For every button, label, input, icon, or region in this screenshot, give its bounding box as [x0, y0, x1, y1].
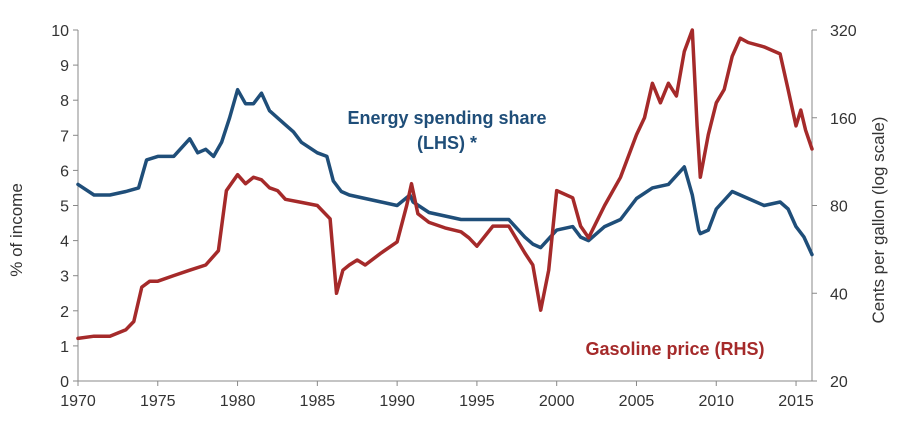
left-tick-label: 2	[60, 304, 69, 321]
x-tick-label: 1990	[379, 393, 415, 410]
left-tick-label: 4	[60, 234, 69, 251]
x-tick-label: 1995	[459, 393, 495, 410]
left-y-ticks: 0 1 2 3 4 5 6 7 8 9 10	[51, 23, 78, 391]
gasoline-series-label: Gasoline price (RHS)	[585, 339, 764, 359]
energy-series-label-line2: (LHS) *	[417, 133, 477, 153]
left-tick-label: 10	[51, 23, 69, 40]
x-tick-label: 1975	[140, 393, 176, 410]
energy-series-label-line1: Energy spending share	[347, 108, 546, 128]
gasoline-price-line	[76, 28, 814, 341]
left-tick-label: 1	[60, 339, 69, 356]
right-tick-label: 160	[830, 111, 857, 128]
x-tick-label: 1980	[220, 393, 256, 410]
left-tick-label: 5	[60, 199, 69, 216]
right-tick-label: 320	[830, 23, 857, 40]
left-tick-label: 0	[60, 374, 69, 391]
right-axis-title: Cents per gallon (log scale)	[869, 117, 888, 324]
x-tick-label: 1970	[60, 393, 96, 410]
left-y-axis: 0 1 2 3 4 5 6 7 8 9 10	[51, 23, 79, 391]
x-tick-label: 2015	[778, 393, 814, 410]
left-axis-title: % of income	[7, 183, 26, 277]
x-tick-label: 2005	[619, 393, 655, 410]
x-tick-label: 1985	[300, 393, 336, 410]
left-tick-label: 6	[60, 163, 69, 180]
left-tick-label: 7	[60, 128, 69, 145]
right-y-ticks: 20 40 80 160 320	[812, 23, 857, 391]
right-y-axis: 20 40 80 160 320	[811, 23, 857, 391]
x-tick-label: 2000	[539, 393, 575, 410]
left-tick-label: 8	[60, 93, 69, 110]
series-layer	[76, 28, 814, 341]
right-tick-label: 20	[830, 374, 848, 391]
x-axis: 1970 1975 1980 1985 1990 1995 2000 2005 2010 2015	[60, 380, 814, 410]
energy-spending-share-line	[76, 87, 814, 257]
left-tick-label: 3	[60, 269, 69, 286]
right-tick-label: 40	[830, 286, 848, 303]
x-tick-label: 2010	[698, 393, 734, 410]
right-tick-label: 80	[830, 199, 848, 216]
x-ticks: 1970 1975 1980 1985 1990 1995 2000 2005 2010 2015	[60, 381, 814, 410]
left-tick-label: 9	[60, 58, 69, 75]
